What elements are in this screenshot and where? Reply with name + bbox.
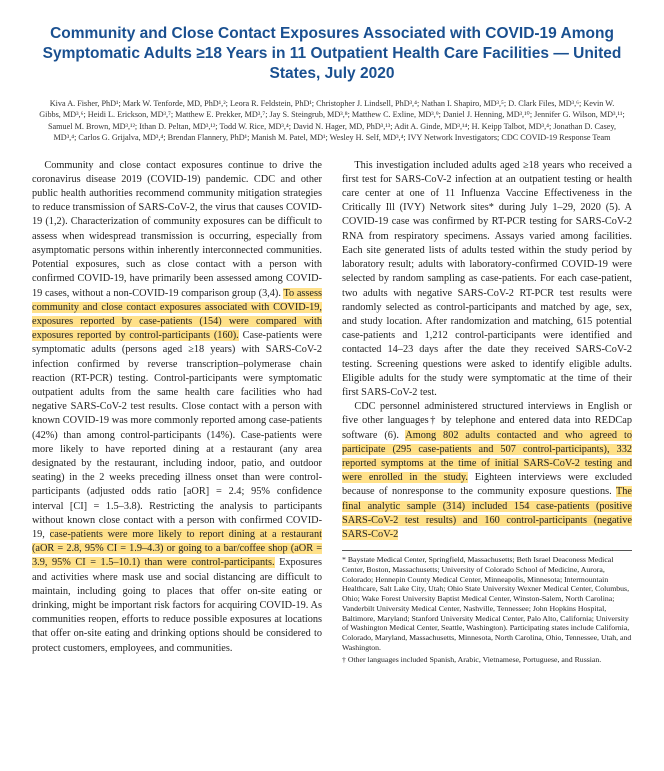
- paragraph-2: This investigation included adults aged …: [342, 159, 632, 400]
- p1-text-c: Exposures and activities where mask use …: [32, 557, 322, 653]
- author-list: Kiva A. Fisher, PhD¹; Mark W. Tenforde, …: [32, 98, 632, 142]
- body-columns: Community and close contact exposures co…: [32, 159, 632, 665]
- title-block: Community and Close Contact Exposures As…: [32, 24, 632, 84]
- footnote-languages: † Other languages included Spanish, Arab…: [342, 655, 632, 665]
- p1-text-b: Case-patients were symptomatic adults (p…: [32, 330, 322, 540]
- footnotes: * Baystate Medical Center, Springfield, …: [342, 550, 632, 664]
- paragraph-1: Community and close contact exposures co…: [32, 159, 322, 656]
- p1-text-a: Community and close contact exposures co…: [32, 160, 322, 299]
- footnote-sites: * Baystate Medical Center, Springfield, …: [342, 555, 632, 652]
- article-title: Community and Close Contact Exposures As…: [32, 24, 632, 84]
- paragraph-3: CDC personnel administered structured in…: [342, 400, 632, 542]
